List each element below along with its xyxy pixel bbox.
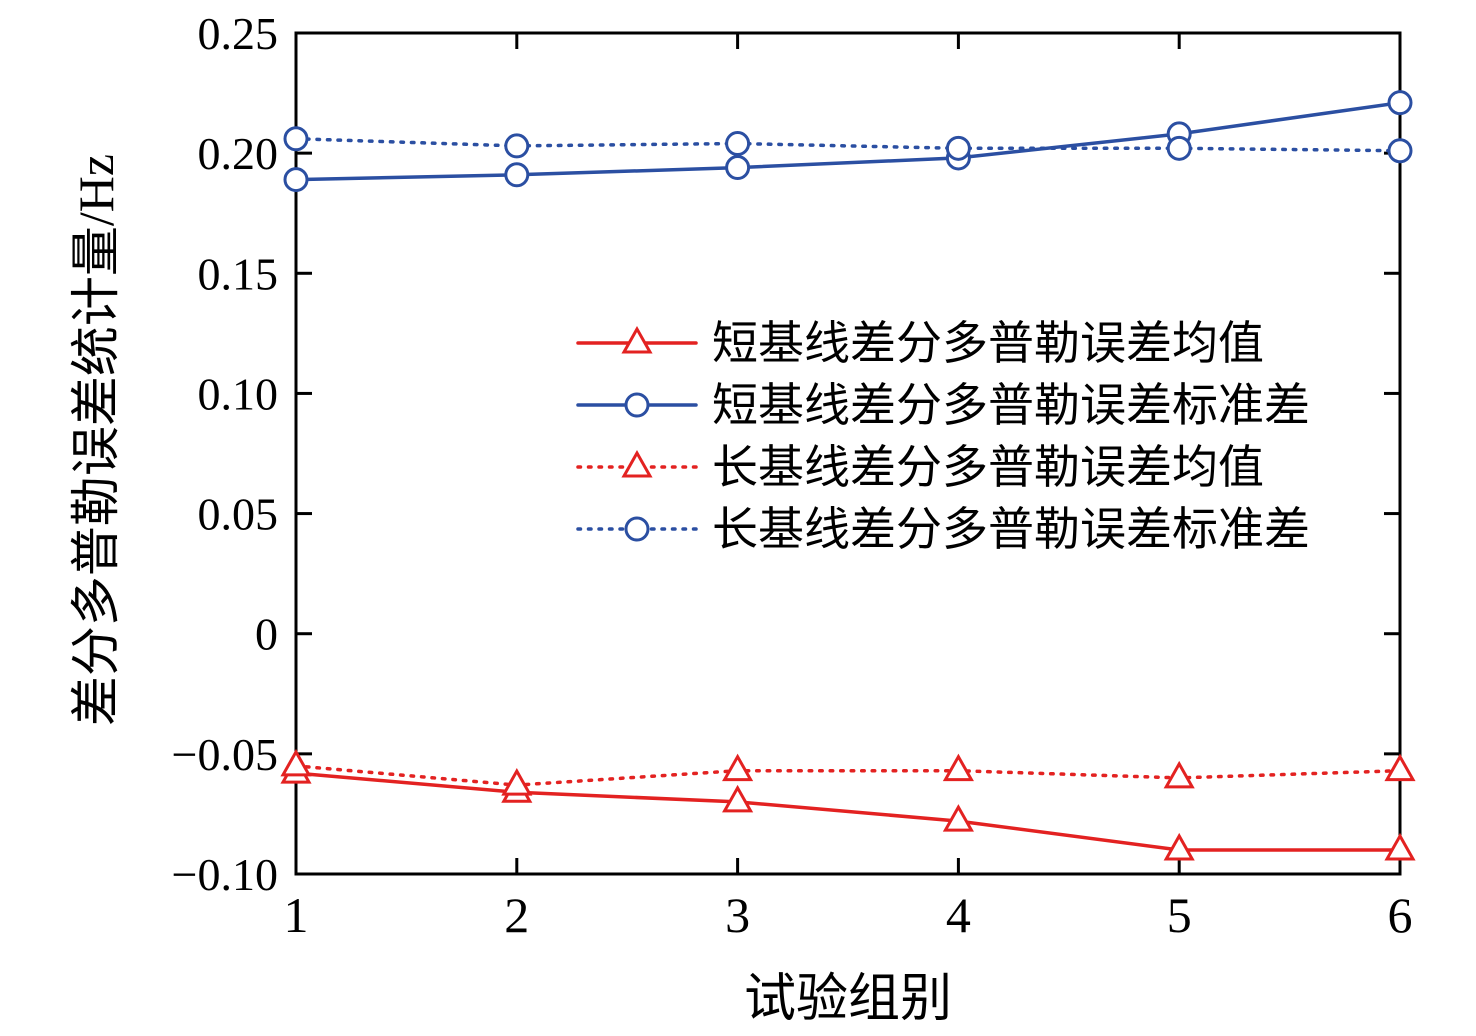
series-0	[280, 756, 1416, 861]
series-2	[280, 748, 1416, 796]
x-tick-label: 5	[1167, 887, 1192, 943]
series-line	[294, 764, 1402, 787]
y-tick-label: 0.05	[198, 489, 279, 540]
x-tick-label: 6	[1388, 887, 1413, 943]
legend-label: 长基线差分多普勒误差均值	[712, 442, 1264, 493]
legend-item-0: 短基线差分多普勒误差均值	[576, 318, 1264, 369]
circle-marker	[1387, 138, 1413, 164]
x-tick-label: 3	[725, 887, 750, 943]
circle-marker	[504, 162, 530, 188]
triangle-marker	[1384, 753, 1416, 782]
series-1	[283, 90, 1413, 193]
x-tick-label: 1	[284, 887, 309, 943]
y-tick-label: 0.15	[198, 248, 279, 299]
y-tick-label: −0.05	[172, 729, 278, 780]
series-line	[294, 771, 1402, 852]
triangle-marker	[722, 753, 754, 782]
triangle-marker	[942, 753, 974, 782]
legend-item-1: 短基线差分多普勒误差标准差	[576, 380, 1310, 431]
series-line	[294, 136, 1402, 153]
y-tick-label: 0	[255, 609, 278, 660]
legend-item-3: 长基线差分多普勒误差标准差	[576, 504, 1310, 555]
x-tick-label: 4	[946, 887, 971, 943]
triangle-marker	[621, 449, 653, 478]
plot-frame	[294, 31, 1402, 876]
circle-marker	[283, 167, 309, 193]
circle-marker	[725, 155, 751, 181]
circle-marker	[624, 392, 650, 418]
circle-marker	[624, 516, 650, 542]
circle-marker	[1166, 135, 1192, 161]
triangle-marker	[722, 784, 754, 813]
y-axis-label: 差分多普勒误差统计量/Hz	[68, 153, 124, 727]
circle-marker	[945, 135, 971, 161]
series-line	[294, 100, 1402, 182]
triangle-marker	[1163, 760, 1195, 789]
circle-marker	[283, 126, 309, 152]
legend-label: 长基线差分多普勒误差标准差	[712, 504, 1310, 555]
y-tick-label: 0.25	[198, 8, 279, 59]
series-3	[283, 126, 1413, 164]
legend-label: 短基线差分多普勒误差标准差	[712, 380, 1310, 431]
circle-marker	[725, 131, 751, 157]
circle-marker	[504, 133, 530, 159]
triangle-marker	[1384, 832, 1416, 861]
triangle-marker	[501, 768, 533, 796]
triangle-marker	[280, 748, 312, 777]
triangle-marker	[942, 804, 974, 832]
y-tick-label: 0.10	[198, 368, 279, 419]
triangle-marker	[621, 325, 653, 354]
triangle-marker	[1163, 832, 1195, 861]
circle-marker	[1387, 90, 1413, 116]
legend-label: 短基线差分多普勒误差均值	[712, 318, 1264, 369]
x-axis-label: 试验组别	[743, 971, 952, 1028]
y-tick-label: −0.10	[172, 849, 278, 900]
y-tick-label: 0.20	[198, 128, 279, 179]
legend-item-2: 长基线差分多普勒误差均值	[576, 442, 1264, 493]
x-tick-label: 2	[504, 887, 529, 943]
